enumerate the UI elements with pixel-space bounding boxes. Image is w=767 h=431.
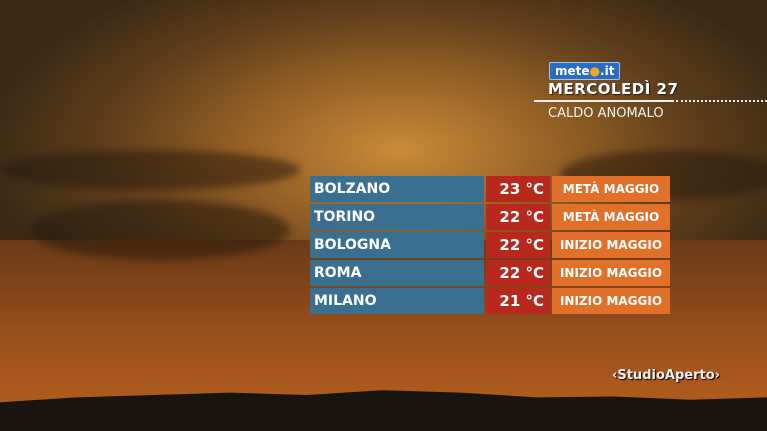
dotted-divider xyxy=(676,100,767,102)
city: BOLOGNA xyxy=(310,232,484,258)
city: ROMA xyxy=(310,260,484,286)
table-row: BOLZANO 23 °C METÀ MAGGIO xyxy=(310,176,670,202)
period: METÀ MAGGIO xyxy=(552,176,670,202)
table-row: TORINO 22 °C METÀ MAGGIO xyxy=(310,204,670,230)
table-row: ROMA 22 °C INIZIO MAGGIO xyxy=(310,260,670,286)
divider xyxy=(534,100,674,102)
period: INIZIO MAGGIO xyxy=(552,232,670,258)
period: METÀ MAGGIO xyxy=(552,204,670,230)
table-row: BOLOGNA 22 °C INIZIO MAGGIO xyxy=(310,232,670,258)
meteo-logo: mete●.it xyxy=(549,62,621,80)
period: INIZIO MAGGIO xyxy=(552,288,670,314)
temperature-table: BOLZANO 23 °C METÀ MAGGIO TORINO 22 °C METÀ … xyxy=(310,176,670,316)
temperature: 21 °C xyxy=(486,288,550,314)
day-title: MERCOLEDÌ 27 xyxy=(548,80,679,98)
cloud xyxy=(0,150,300,190)
period: INIZIO MAGGIO xyxy=(552,260,670,286)
cloud xyxy=(30,200,290,260)
city: MILANO xyxy=(310,288,484,314)
city: TORINO xyxy=(310,204,484,230)
studio-aperto-logo: ‹StudioAperto› xyxy=(612,368,720,383)
subtitle: CALDO ANOMALO xyxy=(548,106,664,121)
city: BOLZANO xyxy=(310,176,484,202)
temperature: 22 °C xyxy=(486,260,550,286)
temperature: 22 °C xyxy=(486,204,550,230)
temperature: 22 °C xyxy=(486,232,550,258)
temperature: 23 °C xyxy=(486,176,550,202)
table-row: MILANO 21 °C INIZIO MAGGIO xyxy=(310,288,670,314)
